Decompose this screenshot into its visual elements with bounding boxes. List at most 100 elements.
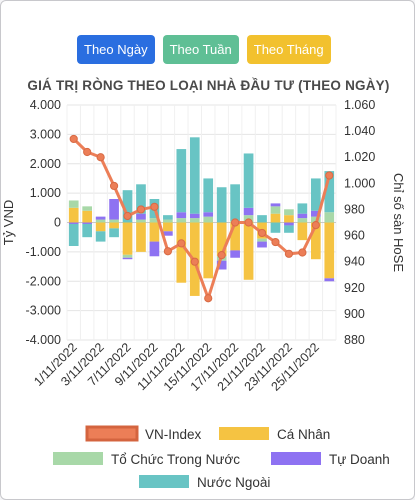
tab-daily[interactable]: Theo Ngày — [77, 35, 155, 64]
line-point — [204, 294, 213, 303]
line-point — [69, 134, 78, 144]
line-point — [96, 153, 105, 162]
y2-tick-label: 980 — [344, 202, 365, 216]
bar — [216, 222, 227, 257]
y2-tick-label: 940 — [344, 255, 365, 269]
line-point — [311, 221, 320, 230]
bar — [270, 206, 281, 214]
line-point — [231, 218, 240, 227]
y-tick-label: -2.000 — [26, 274, 61, 288]
bar — [270, 222, 281, 233]
bar — [243, 153, 254, 208]
y2-tick-label: 1.060 — [344, 98, 375, 112]
bar — [230, 184, 240, 222]
bar — [109, 228, 119, 238]
legend-label: Nước Ngoài — [197, 475, 270, 490]
y-tick-label: -3.000 — [26, 304, 61, 318]
bar — [95, 219, 106, 223]
legend-label: Tổ Chức Trong Nước — [111, 452, 240, 467]
line-point — [271, 237, 280, 247]
y-tick-label: 1.000 — [30, 186, 61, 200]
bar — [270, 203, 281, 207]
bar — [216, 260, 227, 270]
bar — [68, 207, 79, 223]
legend-swatch — [271, 452, 321, 465]
bar — [203, 222, 214, 279]
bar — [122, 190, 133, 223]
bar — [149, 241, 160, 257]
bar — [284, 215, 294, 223]
line-point — [244, 218, 253, 227]
bar — [95, 231, 106, 242]
bar — [243, 222, 254, 280]
line-point — [257, 228, 267, 238]
bar — [163, 219, 173, 223]
line-point — [284, 249, 294, 258]
bar — [310, 178, 321, 211]
bar — [149, 222, 160, 242]
bar — [109, 199, 119, 220]
y2-tick-label: 1.020 — [344, 150, 375, 164]
bar — [136, 222, 146, 252]
bar — [216, 187, 227, 223]
bar — [122, 254, 133, 258]
bar — [68, 200, 79, 208]
line-point — [83, 147, 92, 157]
bar — [136, 219, 146, 223]
bar — [230, 222, 240, 251]
bar — [189, 213, 200, 219]
y-tick-label: 0 — [54, 216, 61, 230]
bar — [310, 210, 321, 217]
line-point — [177, 239, 186, 248]
tab-monthly[interactable]: Theo Tháng — [246, 35, 331, 64]
bar — [122, 257, 133, 260]
bar — [68, 223, 79, 246]
bar — [324, 171, 335, 213]
bar — [136, 184, 146, 214]
line-point — [217, 251, 226, 260]
y-tick-label: 3.000 — [30, 127, 61, 141]
y2-tick-label: 920 — [344, 281, 365, 295]
bar — [163, 231, 173, 236]
bar — [189, 137, 200, 214]
bar — [122, 222, 133, 255]
chart-title: GIÁ TRỊ RÒNG THEO LOẠI NHÀ ĐẦU TƯ (THEO … — [27, 78, 390, 93]
bar — [324, 278, 335, 282]
bar — [257, 215, 267, 223]
bar — [297, 222, 308, 241]
legend-swatch — [219, 427, 269, 440]
y-tick-label: 2.000 — [30, 157, 61, 171]
y2-tick-label: 960 — [344, 229, 365, 243]
bar — [297, 203, 308, 214]
y-tick-label: -4.000 — [26, 333, 61, 347]
bar — [176, 218, 187, 223]
legend-label: Tự Doanh — [329, 452, 390, 467]
y-tick-label: 4.000 — [30, 98, 61, 112]
bar — [203, 216, 214, 223]
line-point — [163, 247, 172, 256]
bar — [176, 222, 187, 283]
bar — [257, 238, 267, 242]
bar — [82, 210, 93, 223]
bar — [163, 215, 173, 220]
bar — [270, 213, 281, 223]
bar — [109, 219, 119, 223]
bar — [284, 209, 294, 216]
bar — [257, 241, 267, 248]
bar — [176, 212, 187, 219]
bar — [284, 225, 294, 233]
y2-tick-label: 1.040 — [344, 124, 375, 138]
tab-weekly[interactable]: Theo Tuần — [162, 35, 239, 64]
line-point — [136, 205, 146, 214]
y2-tick-label: 880 — [344, 333, 365, 347]
bar — [136, 213, 146, 220]
bar — [82, 222, 93, 224]
line-point — [150, 202, 159, 211]
bar — [95, 222, 106, 232]
bar — [82, 206, 93, 211]
y-axis-label: Tỷ VND — [1, 200, 16, 246]
legend-label: VN-Index — [145, 427, 202, 442]
line-point — [298, 248, 307, 257]
y-tick-label: -1.000 — [26, 245, 61, 259]
